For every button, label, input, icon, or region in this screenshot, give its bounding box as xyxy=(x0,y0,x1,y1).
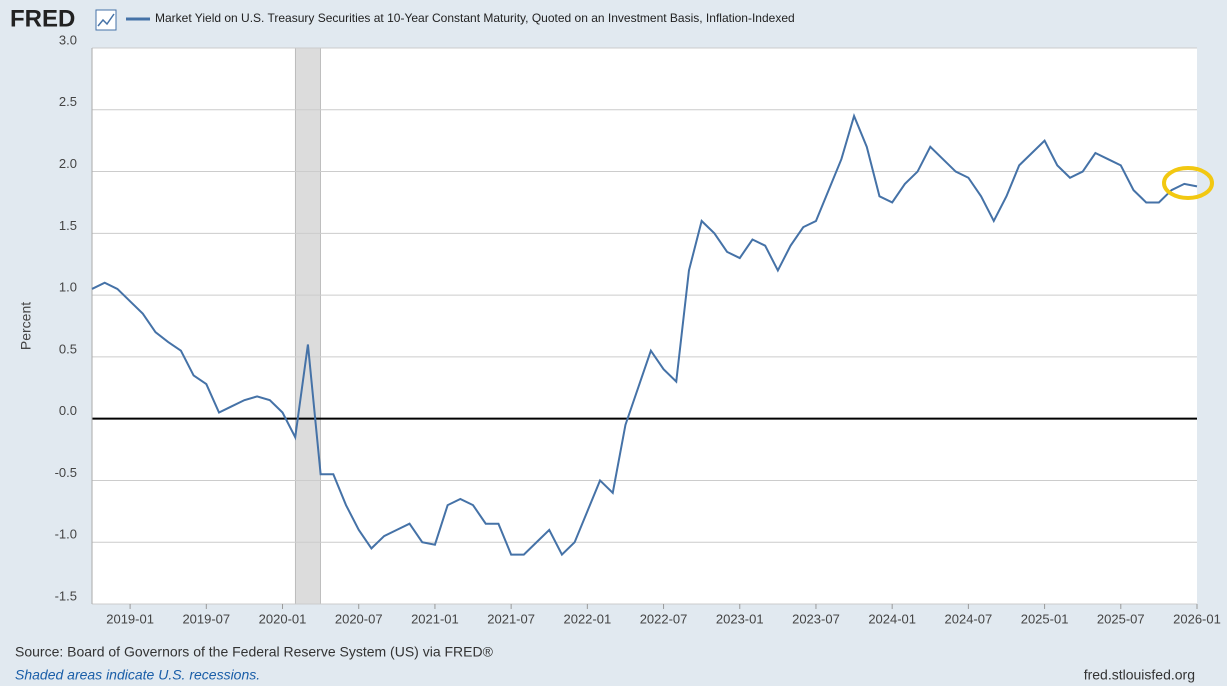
x-tick-label: 2021-07 xyxy=(487,611,535,626)
plot-area xyxy=(92,48,1197,604)
brand-icon xyxy=(95,9,117,31)
x-tick-label: 2023-07 xyxy=(792,611,840,626)
x-tick-label: 2021-01 xyxy=(411,611,459,626)
y-tick-label: 1.0 xyxy=(59,280,77,295)
highlight-circle xyxy=(1162,166,1214,200)
recession-note: Shaded areas indicate U.S. recessions. xyxy=(15,667,260,683)
x-tick-label: 2019-07 xyxy=(182,611,230,626)
x-tick-label: 2019-01 xyxy=(106,611,154,626)
x-tick-label: 2025-01 xyxy=(1021,611,1069,626)
site: fred.stlouisfed.org xyxy=(1084,667,1195,683)
y-tick-label: -0.5 xyxy=(55,465,77,480)
x-tick-label: 2020-07 xyxy=(335,611,383,626)
line xyxy=(91,112,1198,557)
y-tick-label: 2.0 xyxy=(59,156,77,171)
x-tick-label: 2022-01 xyxy=(563,611,611,626)
y-tick-label: -1.5 xyxy=(55,588,77,603)
x-tick-label: 2023-01 xyxy=(716,611,764,626)
brand-icon-line xyxy=(97,13,115,27)
y-tick-label: 1.5 xyxy=(59,218,77,233)
y-axis-label: Percent xyxy=(18,302,34,350)
source: Source: Board of Governors of the Federa… xyxy=(15,644,494,660)
brand: FRED xyxy=(10,5,75,32)
y-tick-label: -1.0 xyxy=(55,527,77,542)
x-tick-label: 2024-07 xyxy=(945,611,993,626)
x-tick-label: 2026-01 xyxy=(1173,611,1221,626)
recession-band xyxy=(294,47,321,605)
y-tick-label: 0.0 xyxy=(59,403,77,418)
y-tick-label: 2.5 xyxy=(59,94,77,109)
x-tick-label: 2024-01 xyxy=(868,611,916,626)
x-tick-label: 2025-07 xyxy=(1097,611,1145,626)
legend-label: Market Yield on U.S. Treasury Securities… xyxy=(155,11,795,25)
y-tick-label: 3.0 xyxy=(59,32,77,47)
y-tick-label: 0.5 xyxy=(59,341,77,356)
x-tick-label: 2022-07 xyxy=(640,611,688,626)
x-tick-label: 2020-01 xyxy=(259,611,307,626)
